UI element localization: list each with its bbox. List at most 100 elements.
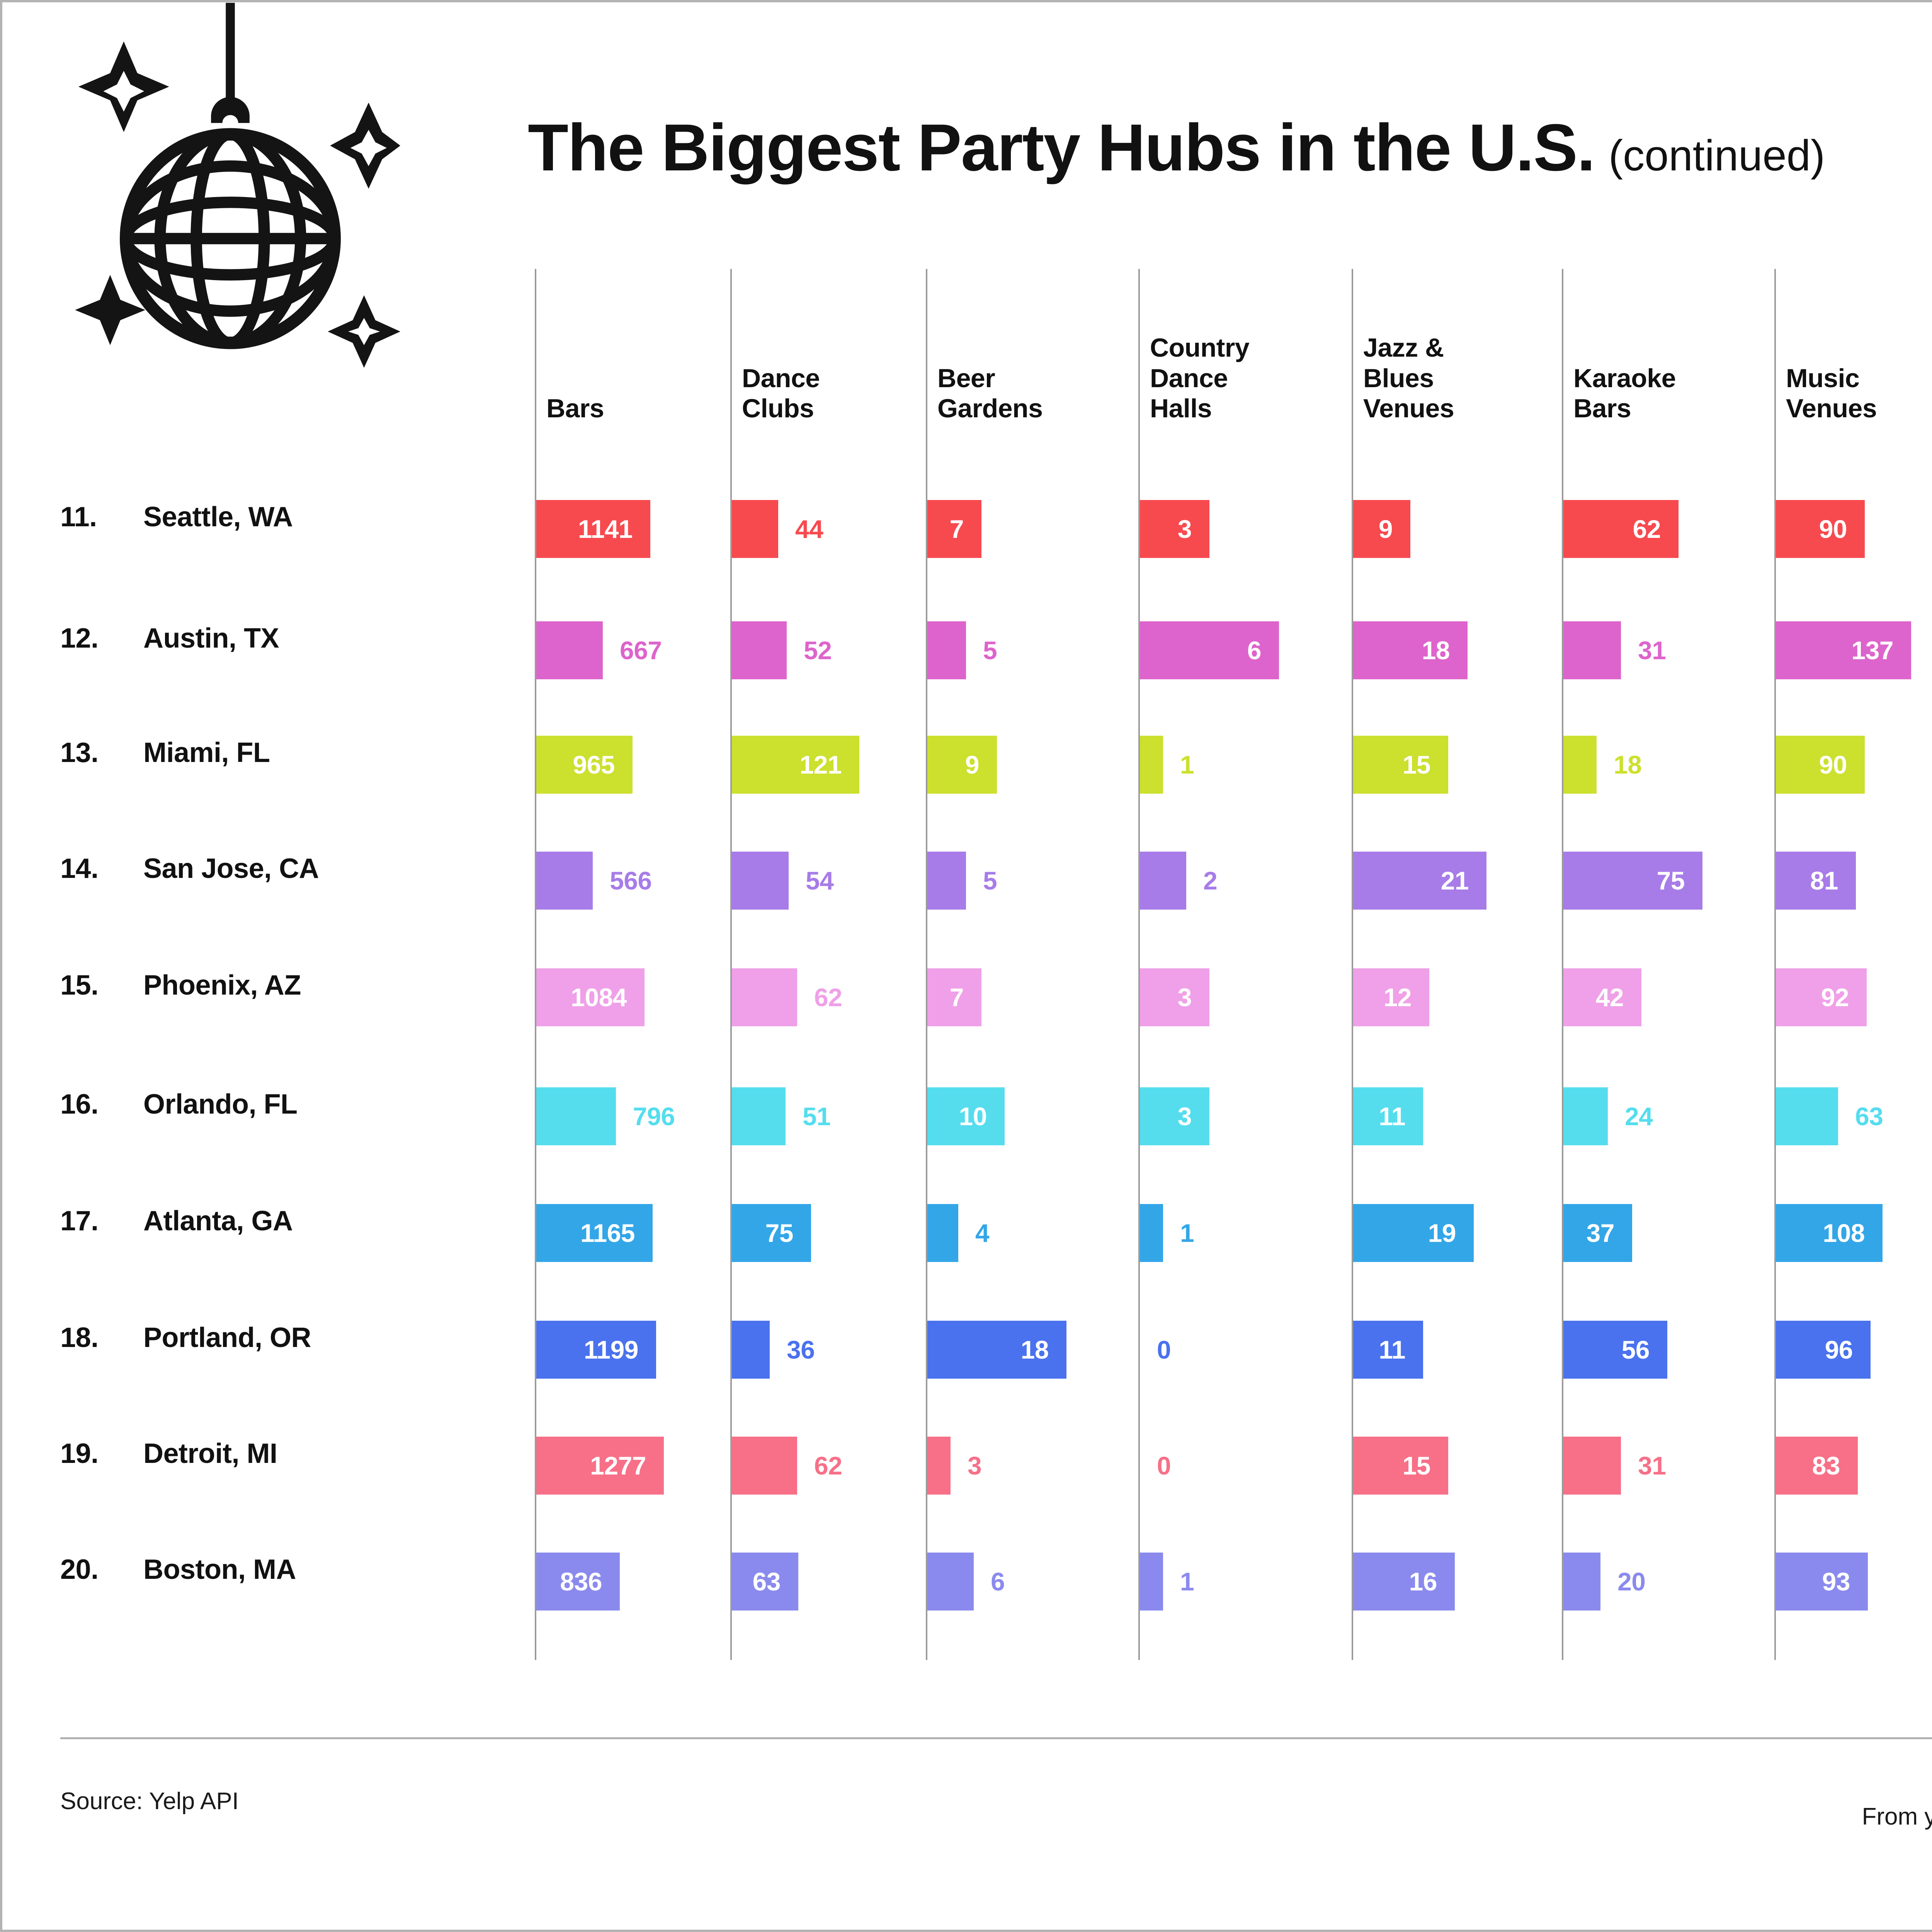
bar-cell: 83 bbox=[1776, 1437, 1932, 1495]
bar-cell: 2 bbox=[1140, 852, 1353, 910]
bar-value-label: 1277 bbox=[590, 1451, 646, 1480]
bar bbox=[1140, 1553, 1163, 1611]
column-header-line: Bars bbox=[546, 393, 604, 423]
bar bbox=[732, 1087, 786, 1145]
column-header-dance-clubs: Dance Clubs bbox=[730, 269, 926, 423]
bar-value-label: 796 bbox=[633, 1102, 675, 1131]
footer-divider bbox=[60, 1737, 1932, 1739]
bar-value-label: 11 bbox=[1379, 1335, 1405, 1364]
bar: 11 bbox=[1353, 1321, 1423, 1379]
row-rank: 15. bbox=[60, 970, 99, 1001]
row-rank: 11. bbox=[60, 502, 97, 532]
bar-value-label: 1141 bbox=[578, 515, 633, 543]
row-rank: 14. bbox=[60, 853, 99, 884]
bar-cell: 6 bbox=[927, 1553, 1140, 1611]
page-title: The Biggest Party Hubs in the U.S. (cont… bbox=[528, 114, 1825, 181]
title-continued-text: (continued) bbox=[1608, 131, 1825, 180]
row-city-name: Phoenix, AZ bbox=[143, 970, 301, 1001]
bar-cell: 6 bbox=[1140, 621, 1353, 679]
bar-value-label: 965 bbox=[573, 750, 615, 779]
column-header-line: Gardens bbox=[937, 393, 1043, 423]
bar: 83 bbox=[1776, 1437, 1858, 1495]
bar-cell: 93 bbox=[1776, 1553, 1932, 1611]
row-city-name: Atlanta, GA bbox=[143, 1206, 293, 1236]
column-header-country-dance-halls: Country Dance Halls bbox=[1138, 269, 1352, 423]
row-label: 15. Phoenix, AZ bbox=[60, 962, 505, 1009]
row-rank: 12. bbox=[60, 623, 99, 654]
bar-value-label: 54 bbox=[806, 866, 834, 895]
disco-ball-icon bbox=[60, 2, 400, 389]
column-header-line: Dance bbox=[742, 363, 820, 393]
bar: 96 bbox=[1776, 1321, 1871, 1379]
bar-value-label: 6 bbox=[991, 1567, 1005, 1596]
bar-cell: 1141 bbox=[536, 500, 732, 558]
bar: 90 bbox=[1776, 736, 1865, 794]
bar-cell: 44 bbox=[732, 500, 927, 558]
bar-value-label: 31 bbox=[1638, 636, 1666, 665]
bar-cell: 16 bbox=[1353, 1553, 1563, 1611]
bar: 3 bbox=[1140, 500, 1209, 558]
bar: 16 bbox=[1353, 1553, 1455, 1611]
bar-cell: 1084 bbox=[536, 968, 732, 1026]
bar-value-label: 96 bbox=[1825, 1335, 1853, 1364]
bar: 121 bbox=[732, 736, 859, 794]
bar-value-label: 56 bbox=[1621, 1335, 1650, 1364]
bar-cell: 7 bbox=[927, 500, 1140, 558]
bar: 1277 bbox=[536, 1437, 664, 1495]
bar-cell: 121 bbox=[732, 736, 927, 794]
bar-value-label: 15 bbox=[1402, 1451, 1431, 1480]
bar-cell: 52 bbox=[732, 621, 927, 679]
bar-cell: 137 bbox=[1776, 621, 1932, 679]
column-divider bbox=[1562, 269, 1563, 1660]
bar-value-label: 15 bbox=[1402, 750, 1431, 779]
bar-cell: 3 bbox=[1140, 968, 1353, 1026]
bar-cell: 18 bbox=[1563, 736, 1776, 794]
bar-value-label: 16 bbox=[1409, 1567, 1437, 1596]
bar: 3 bbox=[1140, 1087, 1209, 1145]
column-header-line: Blues bbox=[1363, 363, 1434, 393]
bar-cell: 15 bbox=[1353, 1437, 1563, 1495]
bar-cell: 566 bbox=[536, 852, 732, 910]
bar-cell: 0 bbox=[1140, 1437, 1353, 1495]
row-city-name: Austin, TX bbox=[143, 623, 279, 654]
bar-cell: 31 bbox=[1563, 1437, 1776, 1495]
bar-cell: 90 bbox=[1776, 500, 1932, 558]
bar-cell: 1 bbox=[1140, 736, 1353, 794]
bar: 75 bbox=[732, 1204, 811, 1262]
row-label: 12. Austin, TX bbox=[60, 615, 505, 662]
bar-cell: 10 bbox=[927, 1087, 1140, 1145]
bar-value-label: 1199 bbox=[583, 1335, 639, 1364]
bar-cell: 1 bbox=[1140, 1553, 1353, 1611]
row-label: 13. Miami, FL bbox=[60, 730, 505, 776]
bar: 1084 bbox=[536, 968, 645, 1026]
bar-cell: 796 bbox=[536, 1087, 732, 1145]
source-note: Source: Yelp API bbox=[60, 1788, 239, 1815]
bar-cell: 81 bbox=[1776, 852, 1932, 910]
bar bbox=[1563, 621, 1621, 679]
bar-cell: 1199 bbox=[536, 1321, 732, 1379]
bar-cell: 21 bbox=[1353, 852, 1563, 910]
bar-value-label: 75 bbox=[1656, 866, 1685, 895]
bar: 18 bbox=[1353, 621, 1468, 679]
bar-value-label: 108 bbox=[1823, 1219, 1865, 1247]
bar-value-label: 0 bbox=[1157, 1335, 1171, 1364]
bar bbox=[1563, 1087, 1608, 1145]
row-label: 19. Detroit, MI bbox=[60, 1430, 505, 1477]
bar: 18 bbox=[927, 1321, 1066, 1379]
bar-cell: 11 bbox=[1353, 1321, 1563, 1379]
row-city-name: Detroit, MI bbox=[143, 1438, 277, 1469]
column-header-line: Dance bbox=[1150, 363, 1228, 393]
bar bbox=[1140, 736, 1163, 794]
bar-value-label: 10 bbox=[959, 1102, 987, 1131]
row-city-name: Orlando, FL bbox=[143, 1089, 298, 1120]
row-label: 16. Orlando, FL bbox=[60, 1081, 505, 1128]
bar-cell: 836 bbox=[536, 1553, 732, 1611]
bar-value-label: 667 bbox=[620, 636, 662, 665]
bar-cell: 51 bbox=[732, 1087, 927, 1145]
bar-cell: 15 bbox=[1353, 736, 1563, 794]
column-header-line: Country bbox=[1150, 333, 1250, 363]
bar bbox=[927, 621, 966, 679]
bar-cell: 92 bbox=[1776, 968, 1932, 1026]
bar-value-label: 18 bbox=[1614, 750, 1642, 779]
bar: 92 bbox=[1776, 968, 1867, 1026]
